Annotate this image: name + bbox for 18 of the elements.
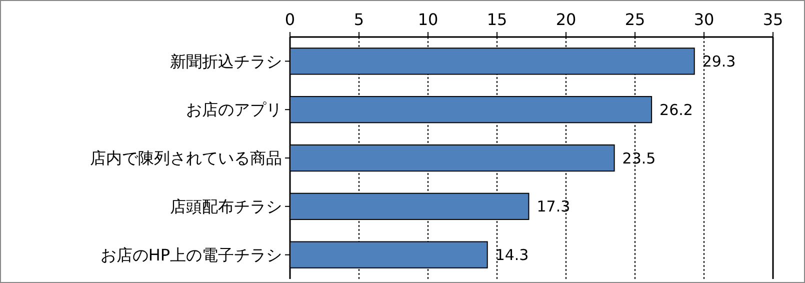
y-tick-label: 店内で陳列されている商品 [90,148,282,168]
data-label: 26.2 [660,100,693,119]
x-tick-label: 10 [418,10,438,29]
y-tick-label: 店頭配布チラシ [170,197,282,216]
x-tick-label: 30 [694,10,714,29]
data-label: 23.5 [622,149,656,168]
data-label: 14.3 [495,246,529,264]
x-tick-label: 25 [624,10,646,29]
x-tick-label: 20 [556,10,576,29]
y-tick-label: お店のアプリ [186,100,282,120]
x-tick-label: 0 [284,10,296,29]
x-tick-label: 15 [486,10,508,29]
y-tick-label: 新聞折込チラシ [170,52,282,71]
data-label: 29.3 [702,52,736,70]
data-label: 17.3 [536,198,570,216]
x-tick-label: 35 [762,10,784,29]
y-tick-label: お店のHP上の電子チラシ [100,245,282,264]
x-tick-label: 5 [354,10,364,29]
